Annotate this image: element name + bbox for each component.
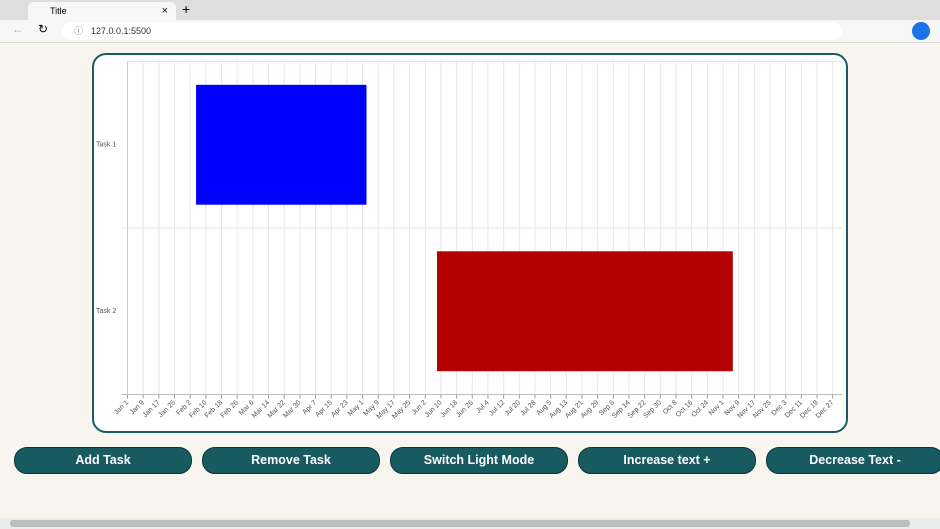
info-icon: ⓘ [74,26,84,36]
x-tick-label: May 1 [347,399,366,418]
back[interactable]: ← [12,22,24,36]
button[interactable]: Decrease Text - [766,447,940,474]
tab[interactable]: Title × [28,2,176,20]
copilot-icon[interactable] [912,22,930,40]
button[interactable]: Remove Task [202,447,380,474]
x-tick-label: Sep 30 [642,399,663,420]
new-tab[interactable]: + [182,1,191,17]
url: 127.0.0.1:5500 [91,26,152,36]
x-tick-label: Nov 25 [752,399,773,420]
x-tick-label: Oct 24 [691,399,711,419]
scrollbar [0,518,940,529]
button[interactable]: Add Task [14,447,192,474]
button[interactable]: Switch Light Mode [390,447,568,474]
x-tick-label: Jul 20 [504,399,522,417]
scroll-thumb[interactable] [10,520,910,527]
x-tick-label: Jul 12 [488,399,506,417]
x-tick-label: Feb 26 [220,399,240,419]
task-bar [196,84,367,205]
x-tick-label: Jun 26 [455,399,475,419]
close-tab[interactable]: × [161,5,168,17]
url-box[interactable]: ⓘ 127.0.0.1:5500 [62,22,842,40]
x-tick-label: Jan 1 [113,399,130,416]
tab-title: Title [50,6,67,16]
x-tick-label: Dec 27 [815,399,836,420]
x-tick-label: Nov 1 [708,399,726,417]
x-tick-label: Apr 23 [330,399,350,419]
x-tick-label: Jan 25 [157,399,177,419]
tab-bar: Title × + [0,0,940,20]
chart-card: Jan 1 Jan 9 Jan 17 Jan 25 Feb 2 Feb 10 Feb 18 F… [92,53,848,433]
task-bar [437,251,733,372]
button[interactable]: Increase text + [578,447,756,474]
y-tick-label: Task 1 [96,142,116,149]
address-bar: ← ↻ ⓘ 127.0.0.1:5500 [0,20,940,43]
y-tick-label: Task 2 [96,308,116,315]
x-tick-label: Mar 30 [282,399,302,419]
reload[interactable]: ↻ [38,22,49,36]
x-tick-label: Jul 28 [520,399,538,417]
x-tick-label: Aug 29 [580,399,601,420]
